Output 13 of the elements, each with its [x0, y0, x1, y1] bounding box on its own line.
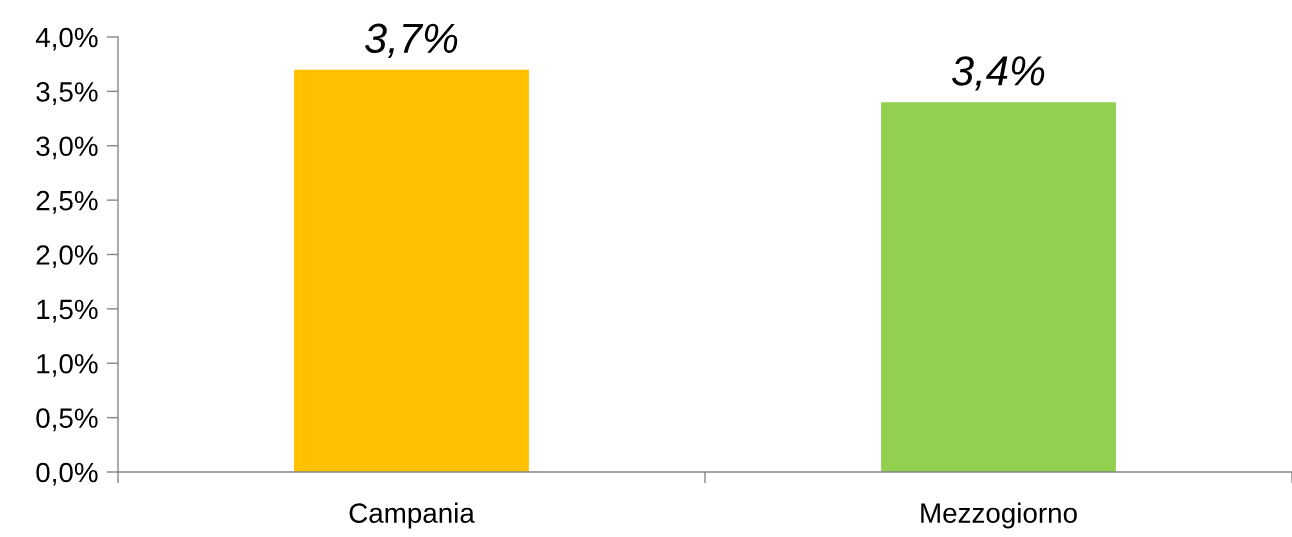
y-tick-label: 0,5% [36, 408, 98, 432]
y-tick-label: 0,0% [36, 462, 98, 486]
data-label: 3,4% [951, 56, 1045, 91]
y-tick-label: 4,0% [35, 27, 98, 51]
y-tick-label: 3,0% [36, 136, 98, 160]
y-tick-label: 2,5% [36, 190, 98, 214]
x-tick-label: Campania [349, 502, 475, 529]
y-tick-label: 1,0% [37, 353, 98, 377]
y-tick-label: 3,5% [36, 82, 98, 105]
y-tick-label: 1,5% [37, 299, 98, 323]
data-label: 3,7% [364, 23, 458, 58]
y-tick-label: 2,0% [36, 245, 98, 269]
x-tick-label: Mezzogiorno [921, 502, 1077, 529]
